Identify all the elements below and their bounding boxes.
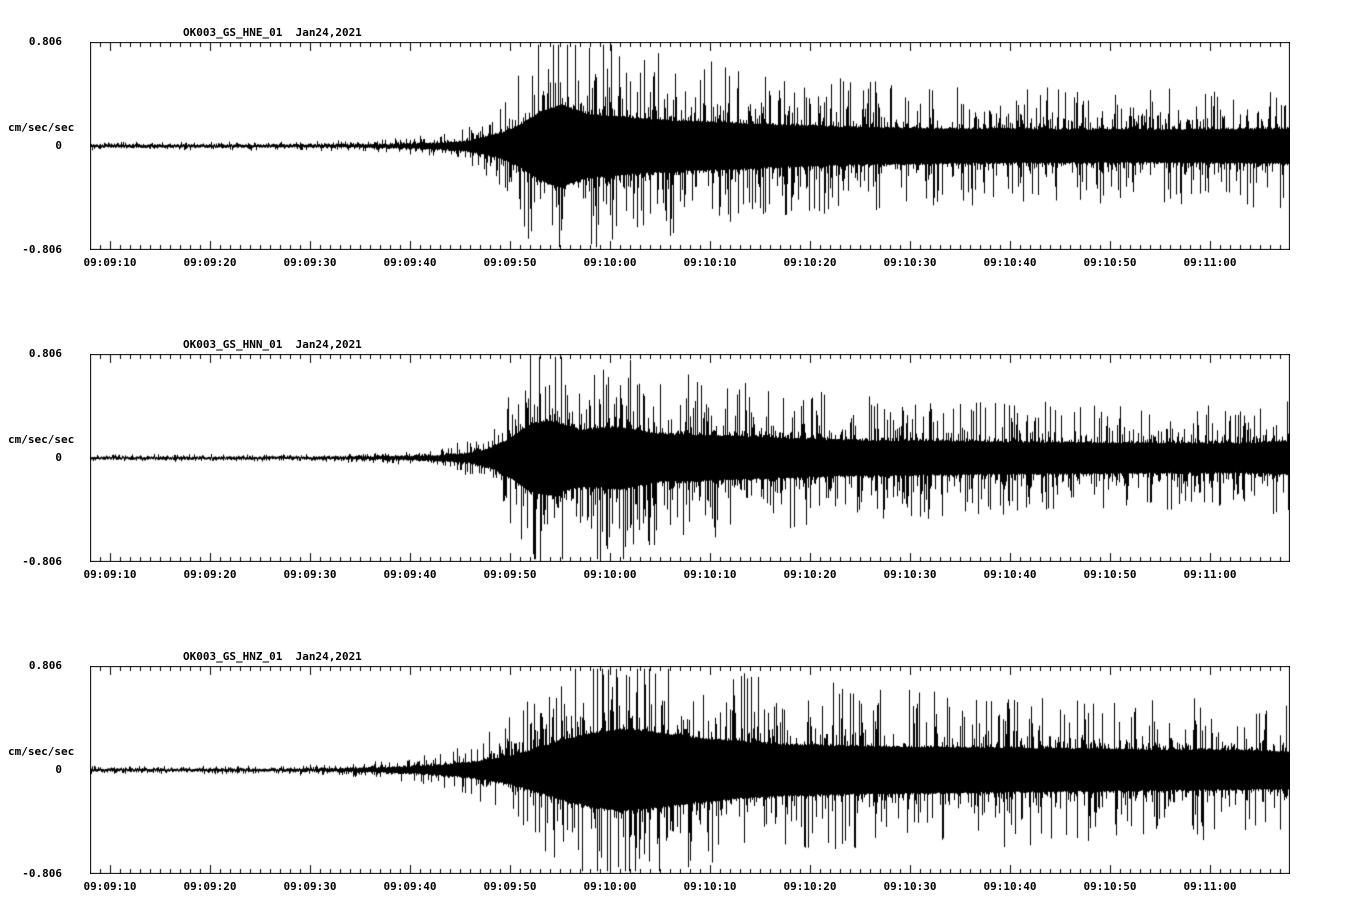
x-tick-label: 09:09:20 xyxy=(183,568,237,581)
x-tick-label: 09:11:00 xyxy=(1183,568,1237,581)
x-tick-label: 09:11:00 xyxy=(1183,256,1237,269)
x-tick-label: 09:10:10 xyxy=(683,256,737,269)
y-axis-max-label: 0.806 xyxy=(28,35,62,48)
panel-title: OK003_GS_HNZ_01 Jan24,2021 xyxy=(183,650,362,663)
x-tick-label: 09:10:40 xyxy=(983,880,1037,893)
panel-title: OK003_GS_HNN_01 Jan24,2021 xyxy=(183,338,362,351)
seismogram-panel-hnn: OK003_GS_HNN_01 Jan24,2021 0.806 cm/sec/… xyxy=(0,328,1358,628)
x-tick-label: 09:09:10 xyxy=(83,568,137,581)
waveform-canvas xyxy=(90,666,1290,874)
x-tick-label: 09:10:20 xyxy=(783,880,837,893)
waveform-canvas xyxy=(90,42,1290,250)
x-tick-label: 09:10:50 xyxy=(1083,568,1137,581)
x-tick-label: 09:10:10 xyxy=(683,568,737,581)
x-tick-label: 09:10:30 xyxy=(883,880,937,893)
y-axis-max-label: 0.806 xyxy=(28,347,62,360)
waveform-canvas xyxy=(90,354,1290,562)
x-tick-label: 09:10:50 xyxy=(1083,256,1137,269)
y-axis-min-label: -0.806 xyxy=(22,555,62,568)
x-tick-label: 09:09:40 xyxy=(383,256,437,269)
x-tick-label: 09:10:00 xyxy=(583,568,637,581)
x-tick-label: 09:09:30 xyxy=(283,568,337,581)
y-axis-unit-label: cm/sec/sec xyxy=(8,121,75,134)
x-tick-label: 09:10:00 xyxy=(583,880,637,893)
x-axis-labels: 09:09:10 09:09:20 09:09:30 09:09:40 09:09:50… xyxy=(84,880,1290,898)
y-axis-max-label: 0.806 xyxy=(28,659,62,672)
x-tick-label: 09:09:10 xyxy=(83,880,137,893)
x-tick-label: 09:10:30 xyxy=(883,568,937,581)
x-tick-label: 09:10:40 xyxy=(983,568,1037,581)
seismogram-panel-hne: OK003_GS_HNE_01 Jan24,2021 0.806 cm/sec/… xyxy=(0,16,1358,316)
y-axis-min-label: -0.806 xyxy=(22,243,62,256)
x-tick-label: 09:09:50 xyxy=(483,256,537,269)
x-tick-label: 09:09:30 xyxy=(283,880,337,893)
x-tick-label: 09:10:00 xyxy=(583,256,637,269)
x-tick-label: 09:10:50 xyxy=(1083,880,1137,893)
x-tick-label: 09:11:00 xyxy=(1183,880,1237,893)
x-tick-label: 09:09:40 xyxy=(383,880,437,893)
x-tick-label: 09:10:30 xyxy=(883,256,937,269)
x-tick-label: 09:09:50 xyxy=(483,568,537,581)
x-tick-label: 09:09:50 xyxy=(483,880,537,893)
y-axis-zero-label: 0 xyxy=(55,763,62,776)
y-axis-zero-label: 0 xyxy=(55,139,62,152)
x-tick-label: 09:10:10 xyxy=(683,880,737,893)
y-axis-min-label: -0.806 xyxy=(22,867,62,880)
seismogram-panel-hnz: OK003_GS_HNZ_01 Jan24,2021 0.806 cm/sec/… xyxy=(0,640,1358,924)
x-axis-labels: 09:09:10 09:09:20 09:09:30 09:09:40 09:09:50… xyxy=(84,568,1290,586)
x-tick-label: 09:09:10 xyxy=(83,256,137,269)
panel-title: OK003_GS_HNE_01 Jan24,2021 xyxy=(183,26,362,39)
x-tick-label: 09:09:20 xyxy=(183,880,237,893)
x-tick-label: 09:10:20 xyxy=(783,568,837,581)
x-tick-label: 09:09:20 xyxy=(183,256,237,269)
x-tick-label: 09:09:40 xyxy=(383,568,437,581)
x-tick-label: 09:09:30 xyxy=(283,256,337,269)
y-axis-unit-label: cm/sec/sec xyxy=(8,433,75,446)
y-axis-zero-label: 0 xyxy=(55,451,62,464)
x-tick-label: 09:10:40 xyxy=(983,256,1037,269)
x-axis-labels: 09:09:10 09:09:20 09:09:30 09:09:40 09:09:50… xyxy=(84,256,1290,274)
y-axis-unit-label: cm/sec/sec xyxy=(8,745,75,758)
x-tick-label: 09:10:20 xyxy=(783,256,837,269)
